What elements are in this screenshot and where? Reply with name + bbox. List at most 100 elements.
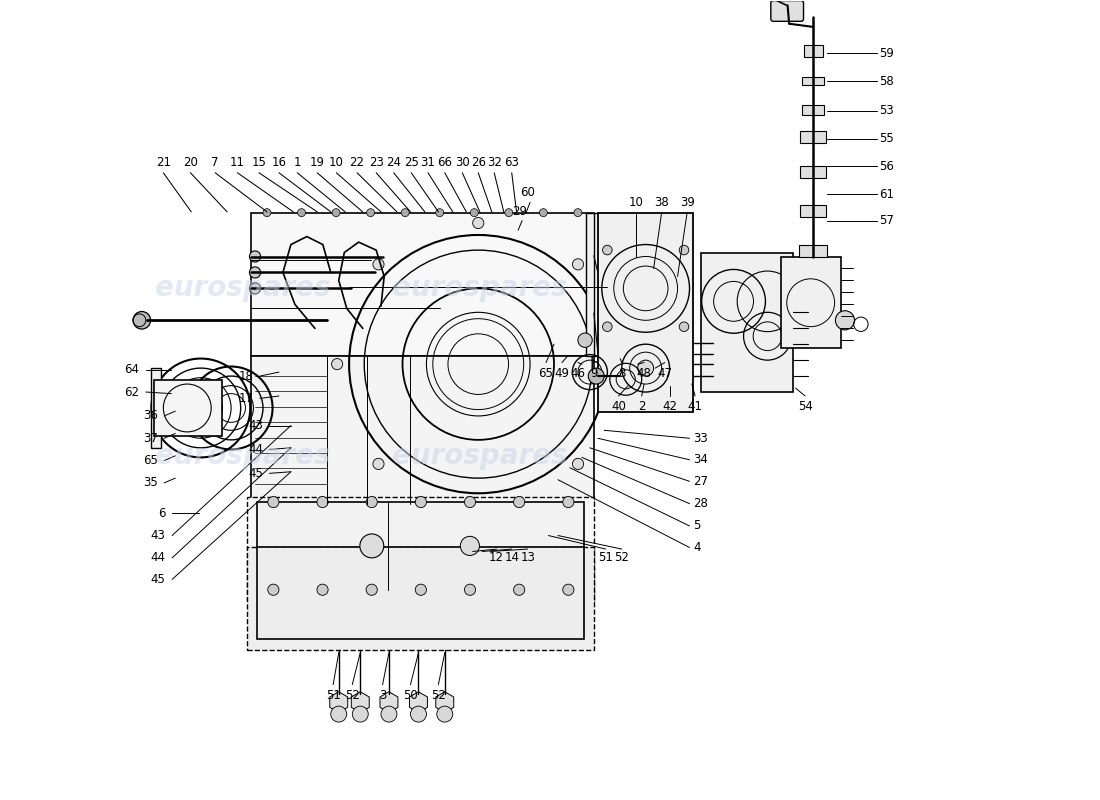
Circle shape: [317, 497, 328, 508]
Text: 59: 59: [879, 46, 894, 60]
Text: 44: 44: [248, 443, 263, 456]
Bar: [248, 546, 594, 650]
Circle shape: [373, 458, 384, 470]
Text: 15: 15: [252, 156, 266, 169]
Text: 30: 30: [455, 156, 470, 169]
Text: 56: 56: [879, 160, 894, 173]
Circle shape: [133, 311, 151, 329]
Bar: [702, 253, 793, 392]
Circle shape: [711, 348, 722, 359]
Bar: [801, 166, 826, 178]
Text: 42: 42: [662, 400, 678, 413]
Text: 61: 61: [879, 188, 894, 201]
Circle shape: [614, 358, 625, 370]
FancyBboxPatch shape: [771, 1, 803, 22]
Text: 16: 16: [272, 156, 286, 169]
Text: 52: 52: [345, 689, 360, 702]
Circle shape: [588, 368, 604, 384]
Text: 48: 48: [637, 366, 651, 379]
Text: 19: 19: [310, 156, 324, 169]
Circle shape: [514, 584, 525, 595]
Circle shape: [638, 360, 653, 376]
Circle shape: [473, 500, 484, 511]
Text: 34: 34: [693, 454, 708, 466]
Text: 22: 22: [350, 156, 364, 169]
Text: 13: 13: [520, 551, 535, 565]
Bar: [799, 245, 827, 257]
Circle shape: [574, 209, 582, 217]
Text: eurospares: eurospares: [155, 442, 331, 470]
Text: 11: 11: [230, 156, 245, 169]
Circle shape: [505, 209, 513, 217]
Circle shape: [711, 358, 722, 370]
Text: 62: 62: [124, 386, 140, 398]
Text: 1: 1: [294, 156, 301, 169]
Text: 6: 6: [158, 506, 166, 520]
Circle shape: [250, 251, 261, 262]
Circle shape: [563, 584, 574, 595]
Text: 51: 51: [598, 551, 613, 565]
Text: 27: 27: [693, 475, 708, 488]
Bar: [586, 213, 614, 356]
Circle shape: [331, 358, 343, 370]
Text: 25: 25: [404, 156, 419, 169]
Text: 51: 51: [326, 689, 341, 702]
Circle shape: [835, 310, 855, 330]
Circle shape: [410, 706, 427, 722]
Text: eurospares: eurospares: [155, 274, 331, 302]
Text: 23: 23: [368, 156, 384, 169]
Text: 43: 43: [249, 419, 263, 432]
Text: 18: 18: [239, 370, 253, 382]
Circle shape: [464, 584, 475, 595]
Circle shape: [317, 584, 328, 595]
Text: 57: 57: [879, 214, 894, 227]
Bar: [257, 502, 584, 590]
Text: 31: 31: [420, 156, 436, 169]
Text: 66: 66: [438, 156, 452, 169]
Bar: [251, 356, 594, 504]
Circle shape: [360, 534, 384, 558]
Text: 29: 29: [513, 206, 527, 218]
Circle shape: [572, 458, 584, 470]
Circle shape: [711, 370, 722, 382]
Text: 63: 63: [504, 156, 519, 169]
Text: 37: 37: [143, 432, 157, 445]
Text: 4: 4: [693, 541, 701, 554]
Text: 47: 47: [658, 366, 672, 379]
Text: 33: 33: [693, 432, 708, 445]
Circle shape: [603, 322, 612, 331]
Text: 53: 53: [879, 104, 894, 117]
Bar: [802, 77, 824, 85]
Text: 46: 46: [571, 366, 585, 379]
Circle shape: [572, 258, 584, 270]
Bar: [152, 368, 161, 448]
Circle shape: [402, 209, 409, 217]
Text: 60: 60: [520, 186, 535, 199]
Text: 41: 41: [688, 400, 703, 413]
Text: 50: 50: [403, 689, 418, 702]
Text: 32: 32: [487, 156, 502, 169]
Text: eurospares: eurospares: [392, 442, 568, 470]
Text: 39: 39: [680, 196, 694, 209]
Circle shape: [366, 584, 377, 595]
Circle shape: [381, 706, 397, 722]
Bar: [257, 547, 584, 639]
Circle shape: [460, 536, 480, 555]
Circle shape: [539, 209, 548, 217]
Circle shape: [250, 267, 261, 278]
Text: 55: 55: [879, 132, 894, 145]
Circle shape: [679, 322, 689, 331]
Text: 10: 10: [629, 196, 644, 209]
Circle shape: [373, 258, 384, 270]
Circle shape: [436, 209, 443, 217]
Text: 58: 58: [879, 74, 894, 88]
Bar: [801, 205, 826, 217]
Bar: [802, 105, 824, 114]
Circle shape: [366, 497, 377, 508]
Text: eurospares: eurospares: [392, 274, 568, 302]
Bar: [248, 498, 594, 601]
Circle shape: [603, 246, 612, 255]
Circle shape: [416, 584, 427, 595]
Text: 49: 49: [554, 366, 570, 379]
Text: 7: 7: [211, 156, 219, 169]
